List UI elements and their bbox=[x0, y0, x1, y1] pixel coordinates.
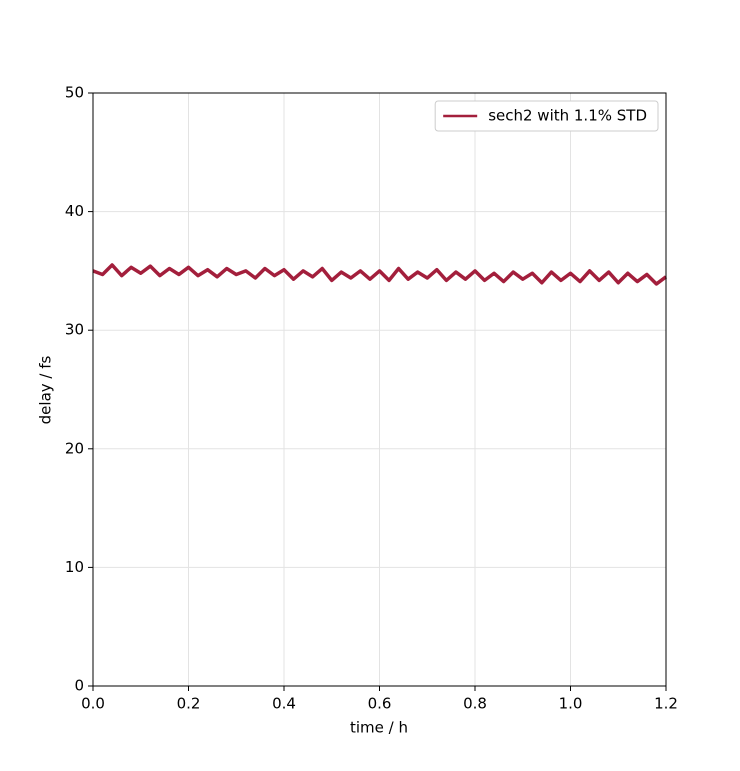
y-tick-label: 30 bbox=[65, 321, 84, 339]
legend: sech2 with 1.1% STD bbox=[434, 100, 659, 132]
y-tick-label: 20 bbox=[65, 439, 84, 457]
y-tick-label: 50 bbox=[65, 84, 84, 102]
x-tick-label: 0.6 bbox=[368, 695, 392, 713]
x-tick-label: 0.0 bbox=[81, 695, 105, 713]
y-tick-label: 40 bbox=[65, 202, 84, 220]
x-tick-label: 1.0 bbox=[559, 695, 583, 713]
x-tick-label: 0.8 bbox=[463, 695, 487, 713]
x-tick-label: 1.2 bbox=[654, 695, 678, 713]
plot-frame bbox=[92, 92, 667, 687]
legend-label: sech2 with 1.1% STD bbox=[488, 107, 647, 125]
legend-box bbox=[434, 100, 659, 132]
y-axis-label: delay / fs bbox=[37, 355, 55, 424]
grid bbox=[92, 92, 667, 687]
x-tick-label: 0.4 bbox=[272, 695, 296, 713]
x-axis-label: time / h bbox=[350, 719, 408, 737]
y-tick-label: 0 bbox=[74, 677, 84, 695]
x-tick-label: 0.2 bbox=[177, 695, 201, 713]
y-tick-label: 10 bbox=[65, 558, 84, 576]
data-line bbox=[92, 263, 668, 286]
